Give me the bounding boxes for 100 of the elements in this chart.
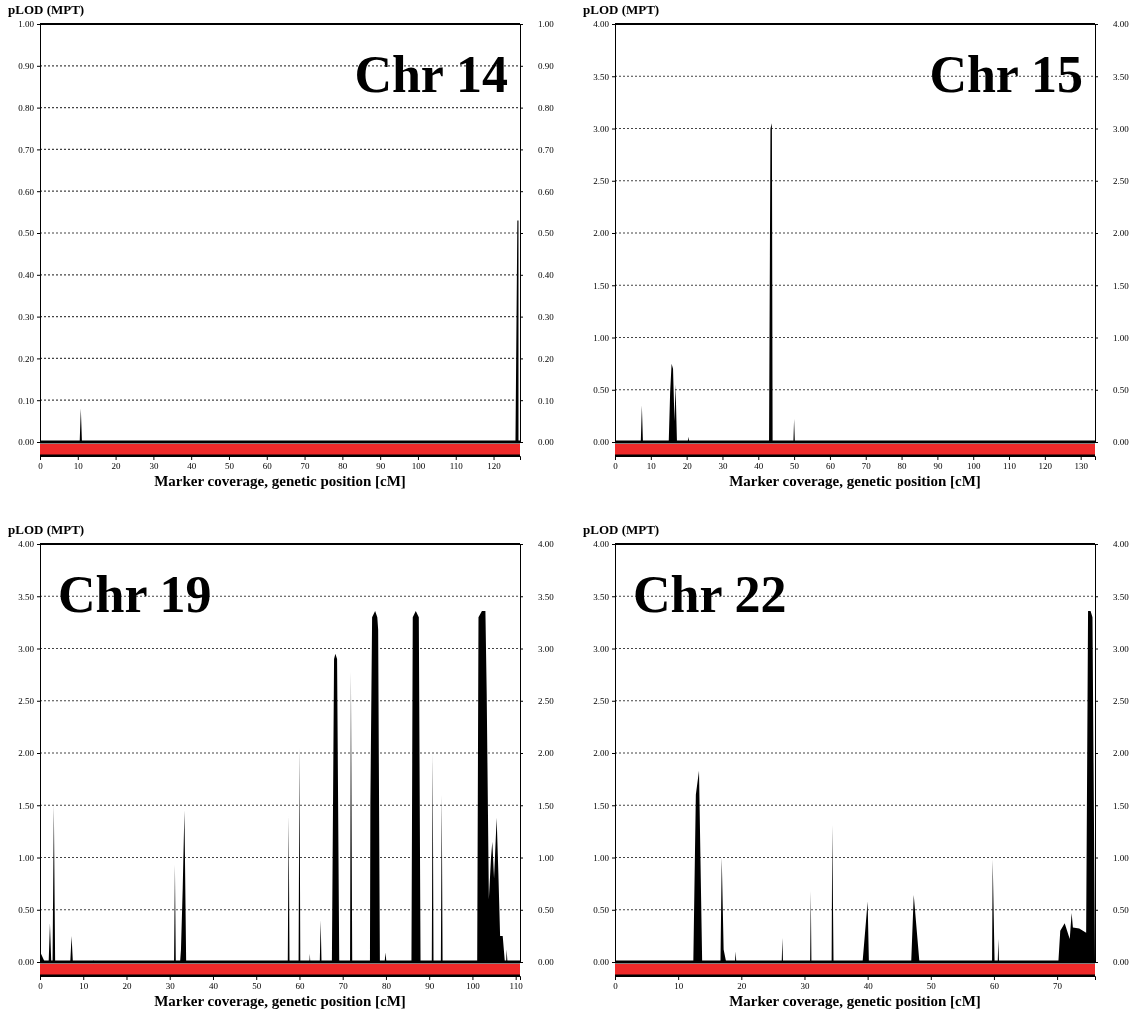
y2-tick-label: 3.00 [538, 643, 555, 654]
y-tick-label: 2.00 [18, 748, 35, 759]
y2-tick-label: 0.00 [1113, 437, 1130, 448]
y2-tick-label: 1.00 [1113, 332, 1130, 343]
x-tick-label: 40 [187, 461, 197, 472]
x-tick-label: 40 [863, 981, 874, 992]
x-tick-label: 10 [646, 461, 657, 472]
x-tick-label: 0 [613, 461, 619, 472]
x-tick-label: 60 [295, 981, 305, 992]
y2-tick-label: 0.80 [538, 102, 555, 113]
y-tick-label: 2.50 [18, 696, 35, 707]
y2-tick-label: 0.30 [538, 311, 555, 322]
y2-tick-label: 0.20 [538, 353, 555, 364]
x-tick-label: 10 [79, 981, 89, 992]
y-tick-label: 3.00 [593, 643, 610, 654]
y2-tick-label: 3.50 [1113, 71, 1130, 82]
chart-title: Chr 14 [354, 46, 508, 103]
x-tick-label: 0 [613, 981, 619, 992]
x-axis-title: Marker coverage, genetic position [cM] [154, 473, 406, 489]
y2-tick-label: 2.50 [1113, 176, 1130, 187]
x-tick-label: 100 [966, 461, 981, 472]
chart-title: Chr 19 [58, 566, 212, 623]
y-tick-label: 2.00 [593, 748, 610, 759]
y2-tick-label: 4.00 [538, 539, 555, 550]
y-tick-label: 0.90 [18, 61, 35, 72]
y-tick-label: 0.60 [18, 186, 35, 197]
x-tick-label: 120 [1038, 461, 1053, 472]
x-tick-label: 30 [718, 461, 728, 472]
x-tick-label: 100 [466, 981, 481, 992]
x-tick-label: 10 [73, 461, 84, 472]
y2-tick-label: 2.00 [1113, 228, 1130, 239]
chart-title: Chr 22 [633, 566, 787, 623]
x-tick-label: 90 [376, 461, 386, 472]
y2-tick-label: 2.00 [1113, 748, 1130, 759]
y-tick-label: 4.00 [593, 19, 610, 30]
x-tick-label: 50 [926, 981, 937, 992]
x-tick-label: 50 [790, 461, 800, 472]
y-tick-label: 0.20 [18, 353, 35, 364]
y2-tick-label: 4.00 [1113, 19, 1130, 30]
x-tick-label: 20 [682, 461, 693, 472]
x-axis-title: Marker coverage, genetic position [cM] [729, 993, 981, 1009]
y2-tick-label: 0.00 [538, 437, 555, 448]
y-tick-label: 1.00 [18, 852, 35, 863]
x-tick-label: 90 [425, 981, 435, 992]
y-tick-label: 1.00 [593, 852, 610, 863]
y2-tick-label: 1.50 [1113, 800, 1130, 811]
x-tick-label: 0 [38, 461, 44, 472]
x-tick-label: 0 [38, 981, 44, 992]
x-tick-label: 70 [338, 981, 349, 992]
y-tick-label: 4.00 [593, 539, 610, 550]
y-tick-label: 0.10 [18, 395, 35, 406]
y2-tick-label: 1.00 [538, 852, 555, 863]
x-tick-label: 50 [224, 461, 235, 472]
y2-tick-label: 0.70 [538, 144, 555, 155]
y-axis-title: pLOD (MPT) [583, 2, 660, 17]
x-tick-label: 60 [262, 461, 273, 472]
x-tick-label: 90 [933, 461, 943, 472]
y2-tick-label: 2.50 [538, 696, 555, 707]
y2-tick-label: 3.00 [1113, 643, 1130, 654]
y2-tick-label: 1.50 [538, 800, 555, 811]
x-tick-label: 20 [737, 981, 747, 992]
x-tick-label: 120 [487, 461, 502, 472]
chart-title: Chr 15 [929, 46, 1083, 103]
y-tick-label: 0.00 [593, 957, 610, 968]
y-tick-label: 3.50 [18, 591, 35, 602]
x-tick-label: 20 [111, 461, 122, 472]
x-tick-label: 80 [338, 461, 348, 472]
y2-tick-label: 0.50 [1113, 905, 1130, 916]
x-tick-label: 110 [1002, 461, 1017, 472]
x-tick-label: 100 [411, 461, 426, 472]
x-tick-label: 110 [509, 981, 524, 992]
x-tick-label: 50 [252, 981, 262, 992]
x-tick-label: 70 [300, 461, 311, 472]
y-tick-label: 3.00 [18, 643, 35, 654]
y-tick-label: 1.00 [593, 332, 610, 343]
x-tick-label: 30 [800, 981, 810, 992]
y2-tick-label: 1.00 [538, 19, 555, 30]
x-tick-label: 40 [208, 981, 219, 992]
y-axis-title: pLOD (MPT) [583, 522, 660, 537]
x-tick-label: 80 [381, 981, 392, 992]
x-tick-label: 30 [149, 461, 159, 472]
y2-tick-label: 2.50 [1113, 696, 1130, 707]
y2-tick-label: 1.00 [1113, 852, 1130, 863]
y-tick-label: 0.00 [18, 437, 35, 448]
y2-tick-label: 0.90 [538, 61, 555, 72]
y-tick-label: 0.40 [18, 270, 35, 281]
y-tick-label: 0.00 [18, 957, 35, 968]
y-tick-label: 1.50 [593, 800, 610, 811]
y-tick-label: 0.50 [593, 385, 610, 396]
x-tick-label: 20 [122, 981, 132, 992]
y2-tick-label: 0.50 [538, 905, 555, 916]
x-axis-title: Marker coverage, genetic position [cM] [729, 473, 981, 489]
x-tick-label: 70 [861, 461, 872, 472]
y-tick-label: 0.00 [593, 437, 610, 448]
y-axis-title: pLOD (MPT) [8, 2, 85, 17]
y2-tick-label: 0.50 [1113, 385, 1130, 396]
y2-tick-label: 1.50 [1113, 280, 1130, 291]
y-tick-label: 1.50 [593, 280, 610, 291]
x-tick-label: 70 [1053, 981, 1063, 992]
y-tick-label: 1.50 [18, 800, 35, 811]
